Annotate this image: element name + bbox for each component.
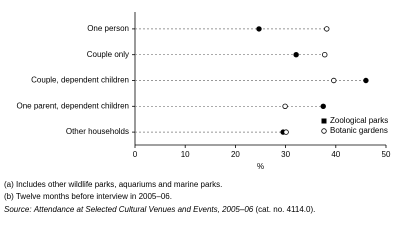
legend-label: Botanic gardens (330, 126, 388, 135)
note: (a) Includes other wildlife parks, aquar… (4, 180, 222, 189)
x-tick-label: 20 (231, 150, 240, 159)
category-label: One person (87, 24, 129, 33)
x-tick-label: 50 (382, 150, 391, 159)
dot (282, 103, 288, 109)
source-ref: (cat. no. 4114.0). (255, 205, 315, 214)
dot (293, 52, 299, 58)
dot (256, 26, 262, 32)
dot (324, 26, 330, 32)
dot (283, 129, 289, 135)
chart: (a) Includes other wildlife parks, aquar… (4, 12, 391, 214)
dot (320, 103, 326, 109)
legend-swatch (321, 128, 327, 134)
category-label: One parent, dependent children (16, 101, 129, 110)
category-label: Other households (66, 127, 129, 136)
dot (363, 77, 369, 84)
legend-swatch (321, 118, 327, 124)
source: Source: Attendance at Selected Cultural … (4, 205, 315, 214)
legend-label: Zoological parks (330, 116, 388, 125)
category-label: Couple only (87, 50, 129, 59)
x-tick-label: 0 (133, 150, 138, 159)
x-axis-label: % (257, 162, 264, 171)
dot (331, 77, 337, 84)
note: (b) Twelve months before interview in 20… (4, 192, 172, 201)
category-label: Couple, dependent children (31, 76, 129, 85)
source-label: Source: (4, 205, 32, 214)
source-title: Attendance at Selected Cultural Venues a… (33, 205, 254, 214)
x-tick-label: 30 (281, 150, 290, 159)
x-tick-label: 10 (181, 150, 190, 159)
x-tick-label: 40 (331, 150, 340, 159)
dot (322, 52, 328, 58)
